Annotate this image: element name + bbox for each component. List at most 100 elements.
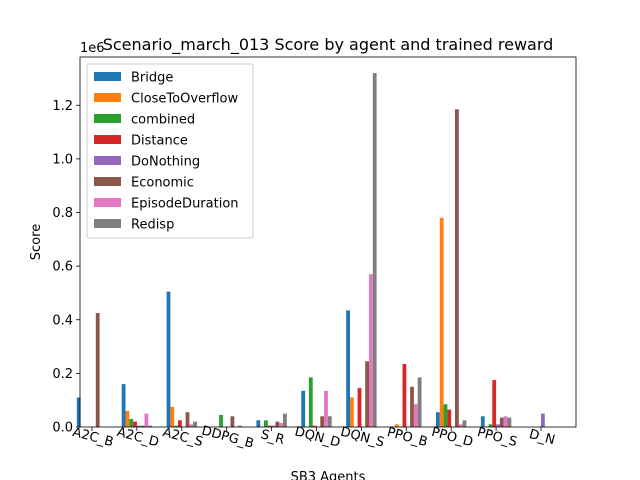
bar-EpisodeDuration-PPO_D: [458, 424, 463, 427]
bar-DoNothing-D_N: [541, 413, 545, 427]
bar-EpisodeDuration-DQN_S: [369, 274, 373, 427]
bar-EpisodeDuration-PPO_S: [503, 416, 508, 427]
legend-label-Bridge: Bridge: [131, 71, 173, 86]
legend-swatch-combined: [94, 114, 121, 123]
y-axis-label: Score: [29, 224, 44, 260]
bar-combined-A2C_D: [129, 418, 134, 427]
legend-swatch-EpisodeDuration: [94, 198, 121, 207]
bar-CloseToOverflow-DQN_S: [350, 397, 354, 427]
bar-Economic-PPO_B: [410, 386, 414, 427]
legend: Bridge CloseToOverflow combined Distance DoN…: [86, 63, 254, 239]
legend-box: [86, 63, 254, 239]
bar-Redisp-A2C_D: [148, 425, 153, 427]
legend-swatch-DoNothing: [94, 156, 121, 165]
bar-CloseToOverflow-PPO_D: [439, 217, 444, 427]
bar-Economic-A2C_D: [140, 425, 145, 427]
bar-Redisp-PPO_B: [417, 377, 422, 427]
bar-Redisp-PPO_D: [462, 420, 467, 427]
legend-label-EpisodeDuration: EpisodeDuration: [131, 197, 239, 212]
legend-label-Economic: Economic: [131, 176, 194, 191]
y-tick-label: 1.2: [52, 99, 73, 114]
bar-Redisp-S_R: [283, 413, 287, 427]
x-axis-label: SB3 Agents: [291, 470, 366, 480]
bar-Distance-DQN_S: [357, 388, 362, 427]
x-tick-label: PPO_S: [475, 425, 518, 450]
legend-label-CloseToOverflow: CloseToOverflow: [131, 92, 239, 107]
bar-combined-PPO_S: [488, 424, 493, 427]
legend-label-Redisp: Redisp: [131, 218, 174, 233]
bar-CloseToOverflow-PPO_B: [394, 424, 399, 427]
legend-swatch-CloseToOverflow: [94, 93, 121, 102]
legend-swatch-Bridge: [94, 72, 121, 81]
y-tick-label: 0.8: [52, 206, 73, 221]
bar-Redisp-DQN_S: [372, 73, 377, 427]
y-tick-label: 0.4: [52, 313, 73, 328]
chart-title: Scenario_march_013 Score by agent and tr…: [103, 35, 554, 55]
y-axis-ticks: 0.0 0.2 0.4 0.6 0.8 1.0 1.2: [52, 99, 80, 436]
bar-Economic-PPO_D: [455, 109, 459, 427]
bar-Bridge-A2C_S: [166, 291, 171, 427]
bar-Bridge-S_R: [256, 420, 261, 427]
y-offset-label: 1e6: [80, 41, 105, 56]
bar-combined-DQN_D: [308, 377, 313, 427]
bar-Bridge-PPO_S: [480, 416, 485, 427]
bar-Bridge-DQN_S: [346, 310, 350, 427]
bar-Bridge-DQN_D: [301, 390, 306, 427]
x-tick-label: A2C_B: [71, 425, 115, 450]
bar-Distance-PPO_B: [402, 363, 407, 427]
bar-Redisp-DQN_D: [327, 416, 332, 427]
legend-swatch-Redisp: [94, 219, 121, 228]
x-tick-label: D_N: [527, 427, 556, 448]
bar-Economic-PPO_S: [499, 417, 504, 427]
bar-EpisodeDuration-S_R: [279, 422, 283, 427]
bar-EpisodeDuration-PPO_B: [413, 404, 418, 427]
bar-DoNothing-PPO_S: [496, 424, 500, 427]
legend-label-DoNothing: DoNothing: [131, 155, 200, 170]
bar-Economic-A2C_S: [185, 412, 190, 427]
x-tick-label: PPO_B: [385, 425, 429, 450]
bar-combined-PPO_D: [443, 404, 448, 427]
bar-Redisp-PPO_S: [507, 417, 512, 427]
bar-Economic-A2C_B: [95, 313, 100, 427]
y-tick-label: 1.0: [52, 152, 73, 167]
bar-EpisodeDuration-A2C_D: [144, 413, 149, 427]
bar-Bridge-PPO_D: [436, 412, 440, 427]
legend-swatch-Economic: [94, 177, 121, 186]
x-tick-label: A2C_D: [115, 425, 160, 451]
bar-Economic-S_R: [275, 421, 280, 427]
bar-Distance-PPO_D: [447, 409, 452, 427]
bar-EpisodeDuration-A2C_S: [189, 424, 194, 427]
bar-Distance-DQN_D: [312, 425, 317, 427]
y-tick-label: 0.0: [52, 421, 73, 436]
legend-label-Distance: Distance: [131, 134, 188, 149]
bar-Distance-A2C_S: [178, 420, 182, 427]
bar-Bridge-A2C_D: [121, 384, 126, 427]
bar-CloseToOverflow-A2C_S: [170, 406, 175, 427]
legend-swatch-Distance: [94, 135, 121, 144]
x-tick-label: DQN_S: [339, 425, 386, 451]
bar-Economic-DQN_D: [320, 416, 325, 427]
bar-Economic-DQN_S: [365, 361, 369, 427]
bar-CloseToOverflow-A2C_D: [125, 410, 130, 427]
bar-DoNothing-A2C_D: [136, 425, 141, 427]
bars-layer: [76, 73, 545, 427]
bar-Distance-S_R: [267, 425, 272, 427]
bar-combined-A2C_S: [174, 425, 178, 427]
bar-combined-DDPG_B: [219, 414, 223, 427]
legend-label-combined: combined: [131, 113, 195, 128]
bar-Redisp-A2C_S: [193, 421, 197, 427]
x-tick-label: PPO_D: [430, 425, 475, 450]
bar-Redisp-DDPG_B: [238, 425, 242, 427]
bar-EpisodeDuration-DQN_D: [324, 390, 328, 427]
bar-Economic-DDPG_B: [230, 416, 235, 427]
bar-DoNothing-S_R: [271, 425, 276, 427]
plot-frame: [79, 56, 577, 428]
y-tick-label: 0.2: [52, 367, 73, 382]
bar-Distance-PPO_S: [492, 380, 497, 427]
x-tick-label: S_R: [259, 427, 286, 448]
x-tick-label: DDPG_B: [200, 423, 255, 451]
bar-Distance-A2C_D: [133, 421, 137, 427]
y-tick-label: 0.6: [52, 260, 73, 275]
